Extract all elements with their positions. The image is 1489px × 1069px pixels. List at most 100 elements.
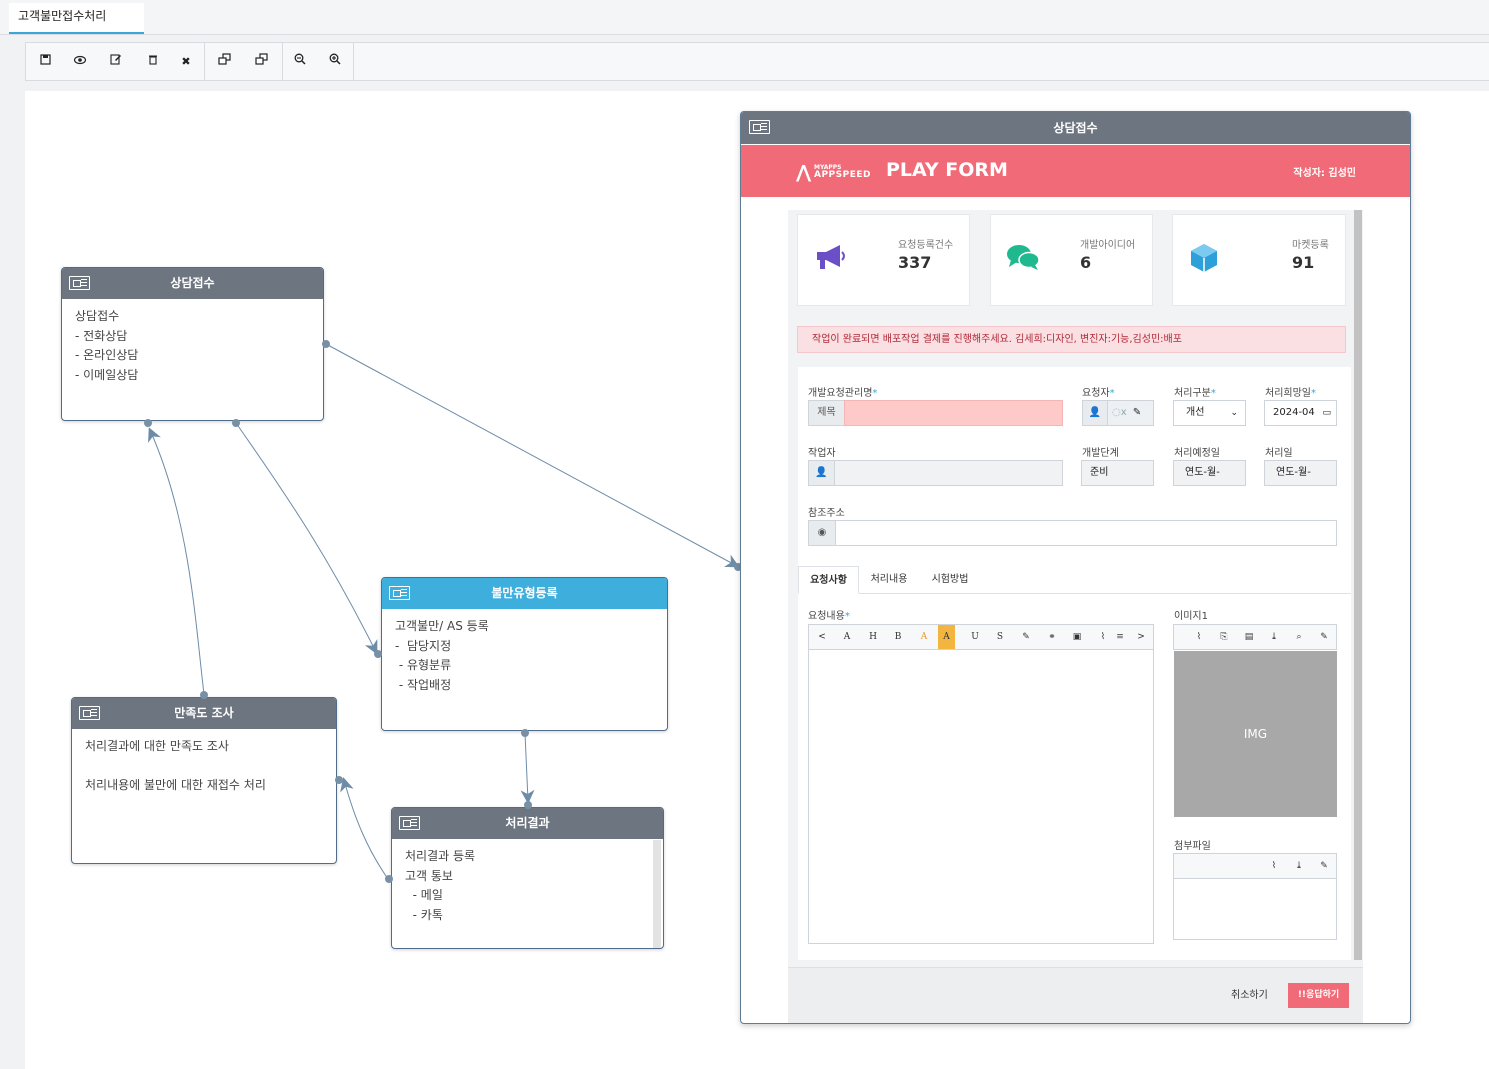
node-satisfaction[interactable]: 만족도 조사 처리결과에 대한 만족도 조사 처리내용에 불만에 대한 재접수 …	[71, 697, 337, 864]
desired-date-input[interactable]: 2024-04 ▭	[1264, 400, 1337, 426]
worker-input[interactable]	[834, 460, 1063, 486]
dev-stage-input[interactable]: 준비	[1081, 460, 1154, 486]
attach-icon[interactable]: ⌇	[1100, 632, 1106, 642]
connector-port[interactable]	[232, 419, 240, 427]
toolbar: ✖	[25, 42, 1489, 81]
link-icon[interactable]: ⚭	[1048, 632, 1056, 642]
brand-banner: ⋀ MYAPPS APPSPEED PLAY FORM 작성자: 김성민	[741, 145, 1410, 197]
trash-icon[interactable]	[143, 52, 163, 72]
tab-bar: 고객불만접수처리	[0, 0, 1489, 35]
attach-icon[interactable]: ⌇	[1196, 632, 1202, 642]
eraser-icon[interactable]: ✎	[1320, 861, 1328, 871]
bold-icon[interactable]: B	[894, 632, 902, 642]
eye-icon[interactable]	[70, 52, 90, 72]
popup-header[interactable]: 상담접수	[741, 112, 1410, 144]
strikethrough-icon[interactable]: S	[996, 632, 1004, 642]
attachment-label: 첨부파일	[1174, 841, 1211, 852]
edit-icon[interactable]	[106, 52, 126, 72]
node-title: 불만유형등록	[491, 586, 558, 600]
request-name-label: 개발요청관리명*	[808, 388, 878, 399]
attach-icon[interactable]: ⌇	[1271, 861, 1277, 871]
node-result[interactable]: 처리결과 처리결과 등록 고객 통보 - 메일 - 카톡	[391, 807, 664, 949]
underline-icon[interactable]: U	[971, 632, 979, 642]
title-input[interactable]	[844, 400, 1063, 426]
zoom-out-icon[interactable]	[290, 52, 310, 72]
process-type-select[interactable]: 개선 ⌄	[1173, 400, 1246, 426]
user-icon: 👤	[1082, 400, 1108, 426]
request-form: 개발요청관리명* 제목 요청자* 👤 ◌x ✎ 처리구분* 개선 ⌄ 처리희망일…	[798, 367, 1351, 960]
eraser-icon[interactable]: ✎	[1022, 632, 1030, 642]
processed-date-label: 처리일	[1265, 448, 1293, 459]
form-icon	[69, 276, 90, 290]
download-icon[interactable]: ⤓	[1270, 632, 1278, 642]
node-header: 처리결과	[392, 808, 663, 839]
planned-date-input[interactable]: 연도-월-	[1173, 460, 1246, 486]
detail-tabs: 요청사항 처리내용 시험방법	[798, 566, 1351, 594]
cancel-button[interactable]: 취소하기	[1231, 990, 1268, 1001]
desired-date-label: 처리희망일*	[1265, 388, 1316, 399]
node-complaint-type[interactable]: 불만유형등록 고객불만/ AS 등록 - 담당지정 - 유형분류 - 작업배정	[381, 577, 668, 731]
requester-input[interactable]: ◌x ✎	[1107, 400, 1154, 426]
folder-open-icon[interactable]: ▤	[1244, 632, 1254, 642]
ref-url-input[interactable]	[835, 520, 1337, 546]
connector-port[interactable]	[521, 729, 529, 737]
close-icon[interactable]: ✖	[181, 55, 191, 68]
restore-window-icon[interactable]	[214, 52, 234, 72]
node-header: 불만유형등록	[382, 578, 667, 609]
tile-window-icon[interactable]	[251, 52, 271, 72]
connector-port[interactable]	[374, 650, 382, 658]
connector-port[interactable]	[144, 419, 152, 427]
image-toolbar: ⌇ ⎘ ▤ ⤓ ⌕ ✎	[1173, 624, 1337, 650]
download-icon[interactable]: ⤓	[1295, 861, 1303, 871]
font-icon[interactable]: A	[843, 632, 851, 642]
scroll-left-icon[interactable]: <	[818, 632, 826, 642]
scroll-right-icon[interactable]: >	[1137, 632, 1145, 642]
attachment-toolbar: ⌇ ⤓ ✎	[1173, 853, 1337, 879]
highlight-icon[interactable]: A	[938, 625, 955, 649]
form-icon	[399, 816, 420, 830]
request-content-editor[interactable]	[808, 649, 1154, 944]
respond-button[interactable]: !!응답하기	[1288, 983, 1349, 1008]
align-icon[interactable]: ≡	[1116, 632, 1124, 642]
form-scroll-area: 요청등록건수 337 개발아이디어 6 마켓등록 91 작업이 완료되면 배포작…	[788, 210, 1363, 1023]
processed-date-input[interactable]: 연도-월-	[1264, 460, 1337, 486]
zoom-icon[interactable]: ⌕	[1296, 632, 1302, 642]
paste-icon[interactable]: ⎘	[1220, 632, 1228, 642]
vertical-scrollbar[interactable]	[1354, 210, 1362, 960]
node-title: 처리결과	[505, 816, 550, 830]
font-color-icon[interactable]: A	[920, 632, 928, 642]
save-icon[interactable]	[35, 52, 55, 72]
connector-port[interactable]	[335, 776, 343, 784]
zoom-in-icon[interactable]	[325, 52, 345, 72]
tab-process-content[interactable]: 처리내용	[870, 574, 908, 585]
node-consult[interactable]: 상담접수 상담접수 - 전화상담 - 온라인상담 - 이메일상담	[61, 267, 324, 421]
user-search-icon[interactable]: ◌x	[1112, 407, 1127, 418]
attachment-list[interactable]	[1173, 878, 1337, 940]
connector-port[interactable]	[322, 340, 330, 348]
connector-port[interactable]	[200, 691, 208, 699]
dev-stage-label: 개발단계	[1082, 448, 1119, 459]
node-description: 처리결과 등록 고객 통보 - 메일 - 카톡	[405, 849, 476, 922]
edge-consult-to-popup	[325, 343, 740, 568]
stat-label: 마켓등록	[1292, 240, 1329, 251]
eraser-icon[interactable]: ✎	[1132, 407, 1142, 418]
tab-request[interactable]: 요청사항	[798, 566, 859, 594]
image-icon[interactable]: ▣	[1072, 632, 1082, 642]
connector-port[interactable]	[524, 801, 532, 809]
tab-complaint-process[interactable]: 고객불만접수처리	[9, 3, 144, 34]
edge-satisfaction-to-consult	[148, 427, 205, 695]
request-content-label: 요청내용*	[808, 611, 850, 622]
heading-icon[interactable]: H	[869, 632, 877, 642]
stat-label: 요청등록건수	[898, 240, 954, 251]
brand-bottom: APPSPEED	[814, 170, 872, 180]
form-icon	[389, 586, 410, 600]
eraser-icon[interactable]: ✎	[1320, 632, 1328, 642]
tab-test-method[interactable]: 시험방법	[931, 574, 969, 585]
connector-port[interactable]	[734, 563, 742, 571]
node-scrollbar[interactable]	[653, 840, 661, 948]
stat-label: 개발아이디어	[1080, 240, 1136, 251]
edge-complaint-to-result	[520, 732, 535, 804]
calendar-icon[interactable]: ▭	[1322, 408, 1331, 418]
image-preview[interactable]: IMG	[1174, 651, 1337, 817]
connector-port[interactable]	[385, 875, 393, 883]
